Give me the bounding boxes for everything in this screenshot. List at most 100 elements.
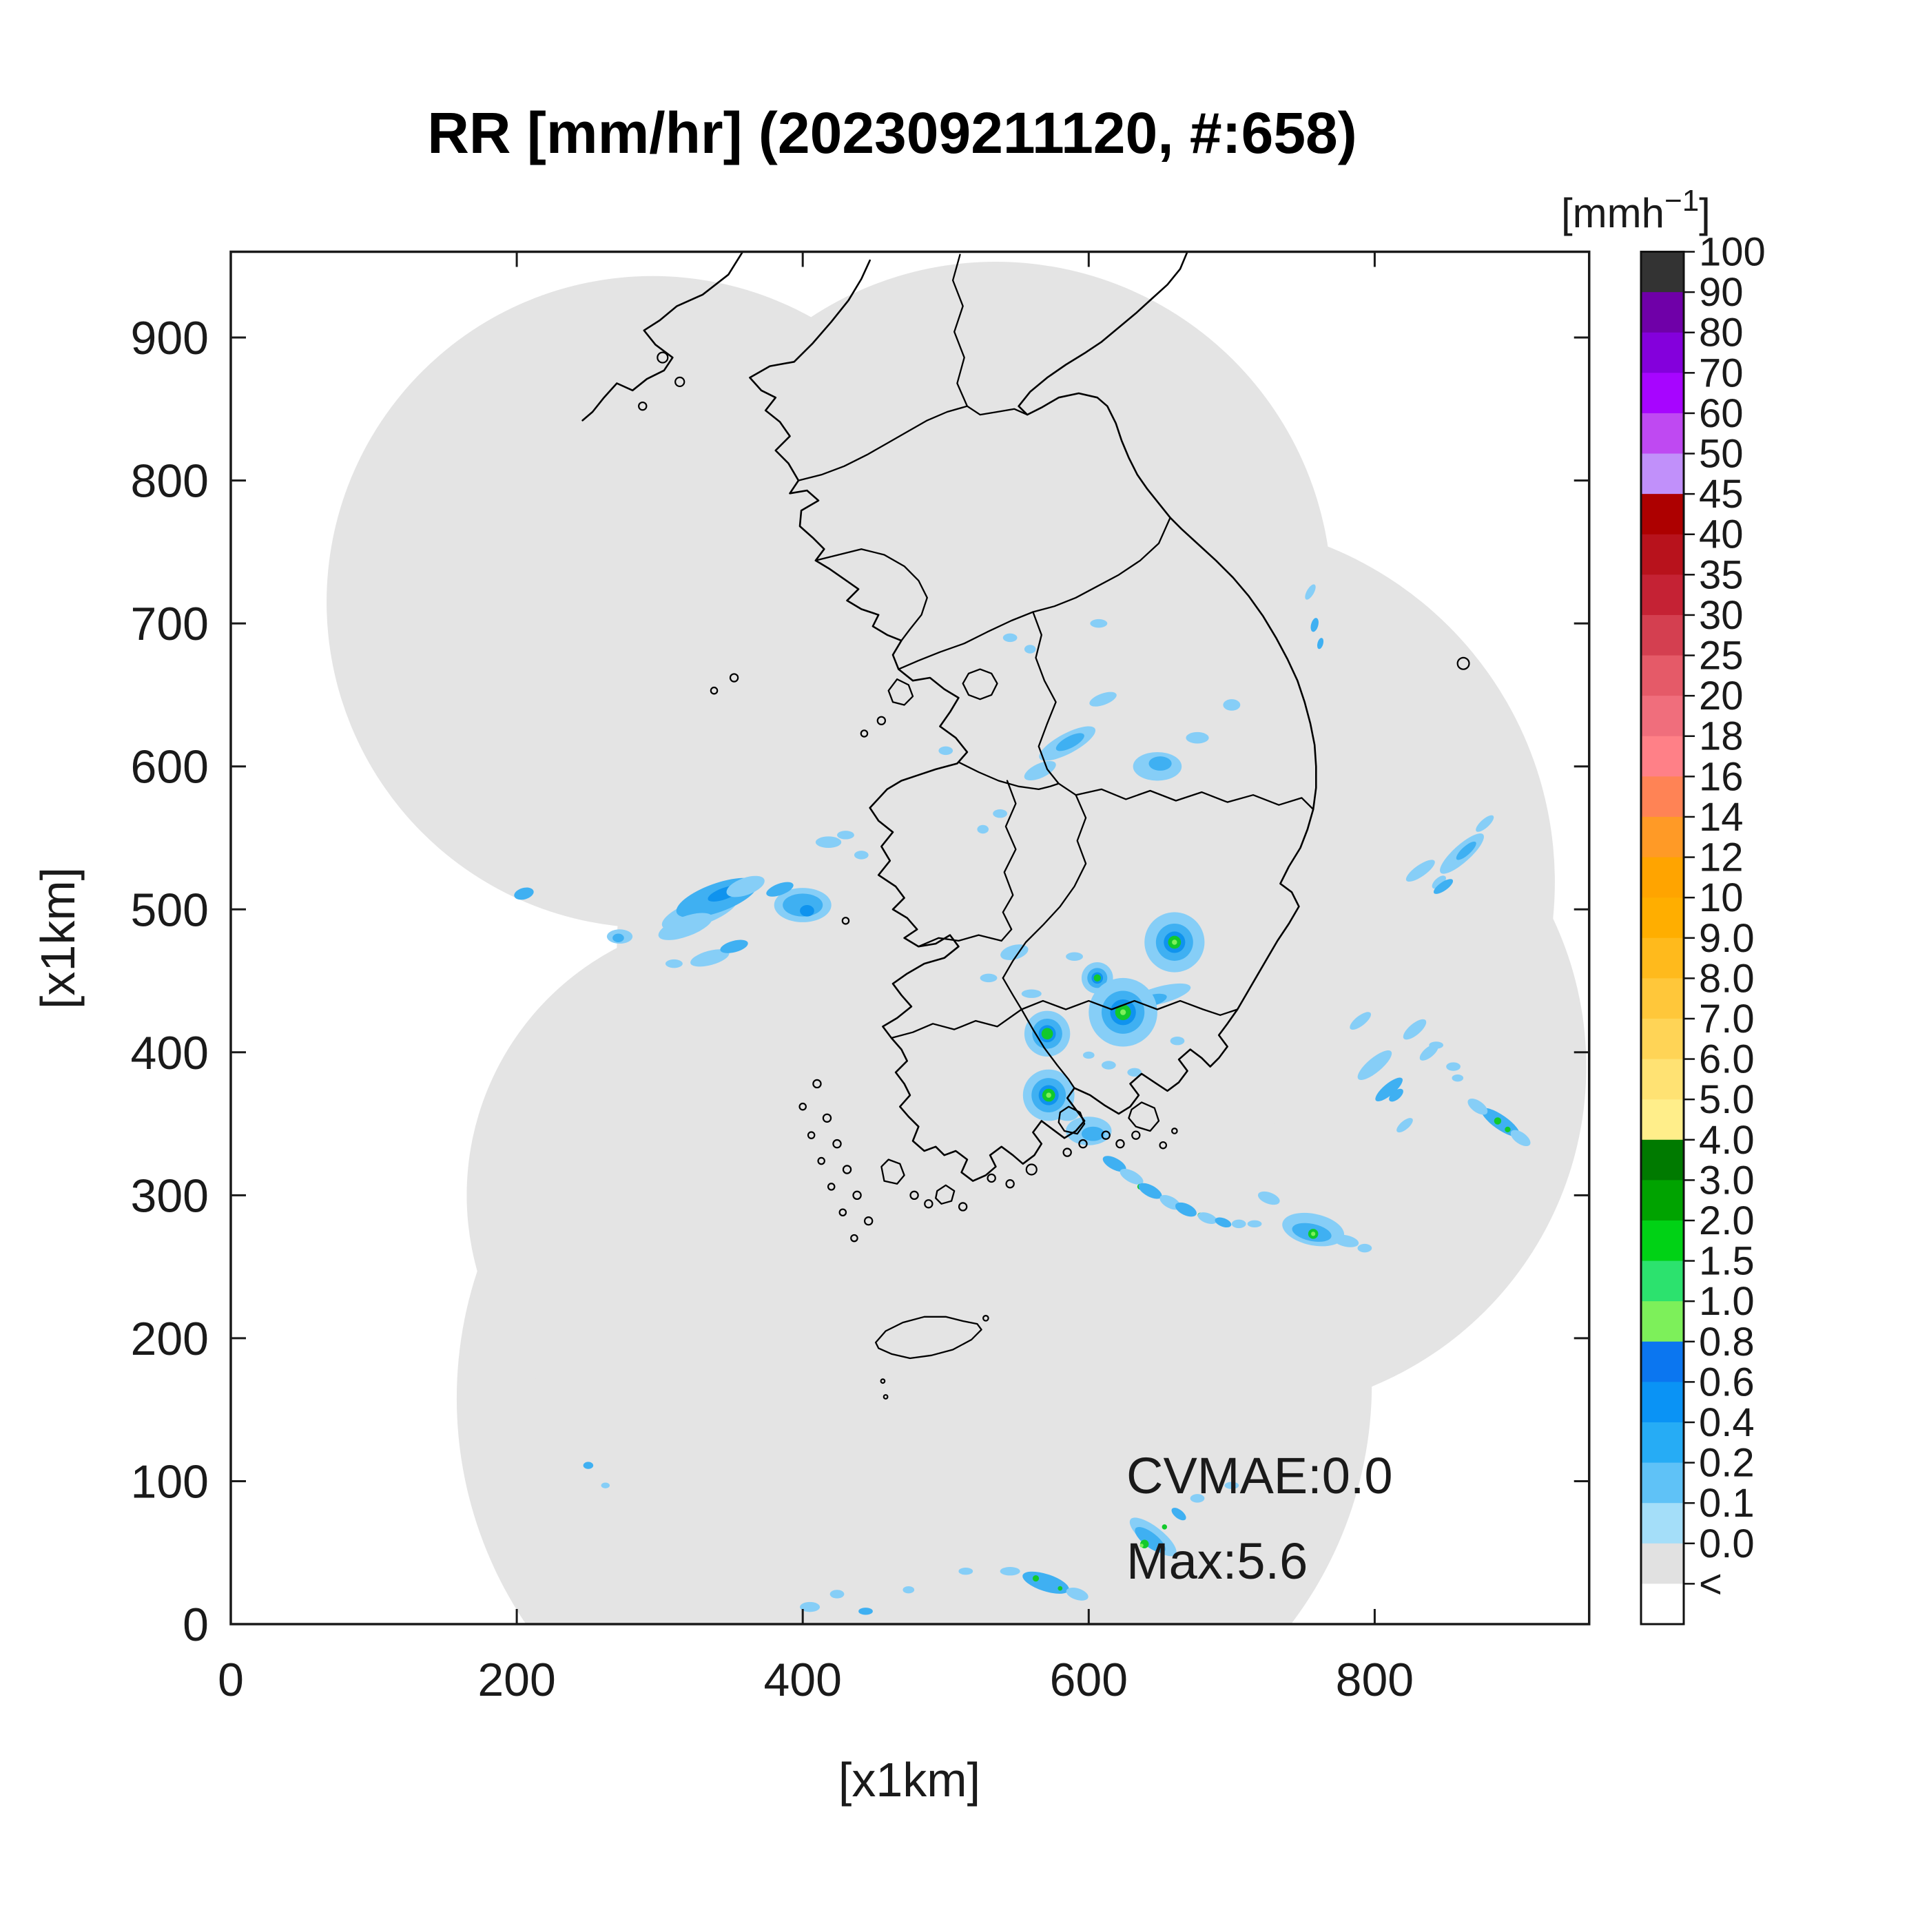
precipitation-cell-ring bbox=[1041, 1028, 1053, 1040]
precipitation-blob bbox=[1396, 1118, 1413, 1133]
y-tick-label: 600 bbox=[131, 741, 209, 793]
precipitation-blob bbox=[1311, 1232, 1316, 1236]
colorbar-layer: 100908070605045403530252018161412109.08.… bbox=[1640, 230, 1766, 1625]
precipitation-blob bbox=[1066, 1587, 1089, 1601]
precipitation-blob bbox=[1375, 1077, 1403, 1101]
colorbar-tick-label: 9.0 bbox=[1699, 916, 1755, 961]
province-border-path bbox=[1075, 788, 1314, 811]
precipitation-blob bbox=[993, 809, 1007, 818]
precipitation-blob bbox=[1090, 619, 1108, 628]
province-border-path bbox=[890, 1008, 1022, 1039]
colorbar-tick-label: 90 bbox=[1699, 270, 1744, 315]
colorbar-segment bbox=[1641, 1543, 1684, 1584]
precipitation-blob bbox=[1120, 1168, 1144, 1185]
precipitation-blob bbox=[1102, 1156, 1126, 1172]
colorbar-segment bbox=[1641, 1583, 1684, 1625]
island-outline bbox=[874, 1316, 982, 1360]
precipitation-blob bbox=[1510, 1130, 1531, 1147]
island-outline bbox=[817, 1156, 825, 1165]
precipitation-cell-ring bbox=[1093, 974, 1101, 982]
island-outline bbox=[798, 1102, 807, 1111]
y-tick-label: 300 bbox=[131, 1170, 209, 1222]
precipitation-blob bbox=[977, 824, 989, 834]
colorbar-tick-label: 0.1 bbox=[1699, 1481, 1755, 1526]
precipitation-blob bbox=[1403, 1019, 1427, 1040]
precipitation-blob bbox=[815, 836, 842, 849]
colorbar-tick-label: 45 bbox=[1699, 472, 1744, 517]
colorbar-segment bbox=[1641, 1422, 1684, 1464]
precipitation-blob bbox=[1432, 875, 1446, 889]
colorbar-segment bbox=[1641, 534, 1684, 575]
colorbar-tick-label: 20 bbox=[1699, 674, 1744, 718]
island-outline bbox=[982, 1315, 989, 1322]
island-outline bbox=[807, 1131, 816, 1139]
x-axis-label: [x1km] bbox=[838, 1753, 980, 1807]
precipitation-blob bbox=[1175, 1202, 1197, 1217]
tick-layer: 0 200 400 600 800 0 100 200 300 400 500 600 700 800 90… bbox=[131, 251, 1589, 1706]
colorbar-segment bbox=[1641, 1503, 1684, 1544]
colorbar-segment bbox=[1641, 1301, 1684, 1342]
island-outline bbox=[876, 716, 887, 725]
precipitation-blob bbox=[1357, 1050, 1392, 1081]
island-outline bbox=[832, 1139, 842, 1149]
precipitation-blob bbox=[1171, 1508, 1186, 1521]
colorbar-tick-label: 35 bbox=[1699, 552, 1744, 597]
precipitation-blob bbox=[1305, 584, 1316, 600]
colorbar-tick-label: 5.0 bbox=[1699, 1077, 1755, 1122]
colorbar-segment bbox=[1641, 897, 1684, 939]
colorbar-segment bbox=[1641, 574, 1684, 616]
island-outline bbox=[863, 1216, 874, 1226]
colorbar-segment bbox=[1641, 1059, 1684, 1100]
precipitation-blob bbox=[800, 905, 814, 917]
island-outline bbox=[1058, 1105, 1086, 1135]
x-tick-label: 600 bbox=[1050, 1654, 1128, 1706]
colorbar-tick-label: 70 bbox=[1699, 351, 1744, 395]
precipitation-blob bbox=[1162, 1524, 1168, 1530]
province-border-path bbox=[962, 668, 998, 700]
island-outline bbox=[729, 673, 739, 683]
precipitation-blob bbox=[1215, 1217, 1232, 1228]
colorbar-segment bbox=[1641, 614, 1684, 656]
colorbar-unit-label: [mmh−1] bbox=[1561, 184, 1711, 236]
precipitation-blob bbox=[1000, 1566, 1020, 1576]
island-outline bbox=[880, 1378, 886, 1384]
island-outline bbox=[827, 1183, 836, 1191]
province-border-path bbox=[951, 253, 1029, 416]
island-outline bbox=[842, 1165, 852, 1174]
precipitation-blob bbox=[1429, 1041, 1444, 1049]
colorbar-segment bbox=[1641, 1099, 1684, 1141]
precipitation-blob bbox=[829, 1590, 845, 1599]
colorbar-segment bbox=[1641, 1180, 1684, 1221]
precipitation-blob bbox=[902, 1586, 915, 1594]
precipitation-blob bbox=[1389, 1088, 1403, 1102]
colorbar-segment bbox=[1641, 1462, 1684, 1504]
y-tick-label: 700 bbox=[131, 598, 209, 650]
island-outline bbox=[710, 686, 719, 695]
x-tick-label: 400 bbox=[763, 1654, 841, 1706]
precipitation-blob bbox=[1223, 699, 1241, 711]
colorbar-segment bbox=[1641, 373, 1684, 414]
precipitation-blob bbox=[1186, 731, 1209, 744]
colorbar-tick-label: 18 bbox=[1699, 714, 1744, 759]
island-outline bbox=[909, 1190, 919, 1201]
colorbar-tick-label: 2.0 bbox=[1699, 1198, 1755, 1243]
island-outline bbox=[674, 376, 685, 388]
colorbar-tick-label: 0.8 bbox=[1699, 1320, 1755, 1364]
island-outline bbox=[1115, 1139, 1125, 1149]
figure-title: RR [mm/hr] (202309211120, #:658) bbox=[427, 101, 1357, 165]
island-outline bbox=[860, 729, 869, 738]
precipitation-blob bbox=[1357, 1243, 1372, 1253]
precipitation-blob bbox=[1032, 1575, 1040, 1582]
precipitation-blob bbox=[1089, 692, 1117, 707]
island-outline bbox=[883, 1394, 889, 1400]
island-outline bbox=[1005, 1179, 1015, 1189]
island-outline bbox=[1159, 1141, 1167, 1150]
precipitation-blob bbox=[583, 1462, 594, 1469]
precipitation-blob bbox=[1021, 989, 1042, 998]
coastline-path bbox=[749, 251, 1317, 1182]
radar-coverage-circle bbox=[466, 916, 1024, 1475]
colorbar-segment bbox=[1641, 776, 1684, 818]
province-border-path bbox=[797, 405, 969, 481]
island-outline bbox=[887, 678, 914, 706]
